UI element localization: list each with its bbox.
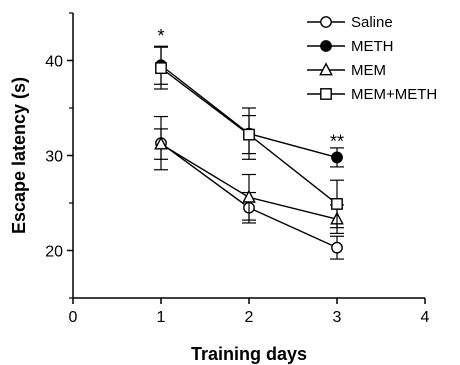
data-point (331, 198, 343, 210)
data-point (242, 189, 256, 203)
y-tick-label: 30 (45, 149, 63, 166)
legend-label: MEM+METH (351, 86, 437, 103)
legend-marker (320, 88, 332, 100)
data-point (154, 136, 168, 150)
series-layer (154, 45, 344, 260)
x-tick-label: 3 (333, 309, 342, 326)
legend-item-saline: Saline (307, 14, 393, 31)
x-tick-label: 0 (69, 309, 78, 326)
x-tick-label: 1 (157, 309, 166, 326)
legend-label: Saline (351, 14, 393, 31)
legend-item-meth: METH (307, 38, 394, 55)
annotations: *** (157, 26, 344, 151)
legend-item-mem: MEM (307, 62, 386, 79)
legend-label: MEM (351, 62, 386, 79)
legend-marker (320, 40, 332, 52)
x-axis-title: Training days (191, 344, 307, 364)
data-point (331, 151, 343, 164)
legend-marker (320, 16, 332, 28)
legend: Saline METH MEM MEM+METH (307, 14, 437, 103)
data-point (331, 241, 343, 254)
data-point (155, 62, 167, 75)
legend-marker (319, 62, 333, 76)
y-tick-label: 20 (45, 244, 63, 261)
y-tick-label: 40 (45, 54, 63, 71)
legend-item-mem-meth: MEM+METH (307, 86, 437, 103)
significance-marker: ** (330, 131, 344, 151)
ticks: 0 1 2 3 4 20 30 40 (45, 12, 430, 326)
significance-marker: * (157, 26, 164, 46)
y-axis-title: Escape latency (s) (9, 77, 29, 234)
x-tick-label: 2 (245, 309, 254, 326)
legend-label: METH (351, 38, 394, 55)
data-point (243, 128, 255, 141)
series-mem-meth (154, 46, 344, 229)
x-tick-label: 4 (421, 309, 430, 326)
